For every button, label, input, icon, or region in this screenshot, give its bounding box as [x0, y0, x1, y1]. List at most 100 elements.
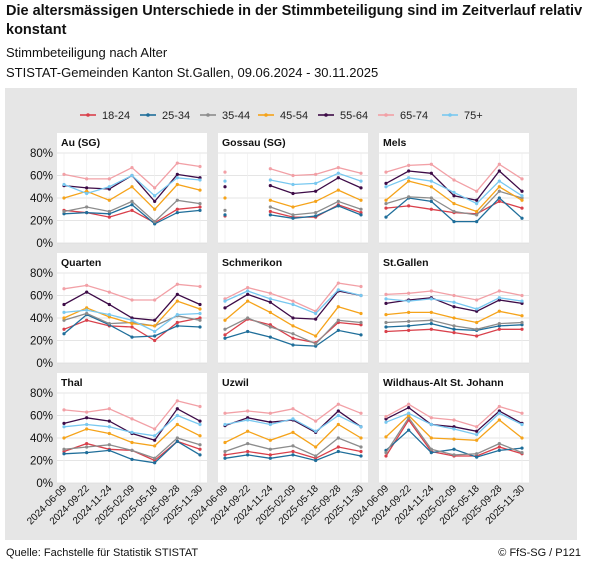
- series-55-64: [384, 169, 524, 202]
- series-45-54: [62, 422, 202, 448]
- series-line: [63, 300, 201, 327]
- series-line: [270, 189, 362, 208]
- panel-title: Mels: [383, 137, 407, 149]
- panel-title: Thal: [61, 377, 83, 389]
- chart-subtitle: Stimmbeteiligung nach Alter: [6, 45, 168, 60]
- data-point: [223, 179, 227, 183]
- legend-label-18-24: 18-24: [102, 110, 130, 122]
- series-35-44: [384, 189, 524, 217]
- series-line: [385, 322, 523, 332]
- series-line: [224, 450, 362, 462]
- series-25-34: [223, 449, 363, 463]
- series-75+: [384, 411, 524, 437]
- panel-6: St.Gallen: [379, 253, 529, 364]
- panel-7: Thal 0% 20% 40% 60% 80%: [30, 373, 207, 490]
- series-45-54: [223, 422, 363, 449]
- series-line: [385, 163, 523, 193]
- series-45-54: [384, 413, 524, 442]
- series-18-24: [223, 445, 363, 460]
- legend-label-35-44: 35-44: [222, 110, 250, 122]
- data-point: [223, 170, 227, 174]
- series-35-44: [384, 318, 524, 331]
- series-65-74: [384, 162, 524, 193]
- data-point: [223, 196, 227, 200]
- y-tick-label: 20%: [30, 336, 53, 348]
- series-65-74: [62, 282, 202, 302]
- data-point: [384, 313, 388, 317]
- series-line: [385, 310, 523, 324]
- series-18-24: [384, 327, 524, 338]
- y-tick-label: 20%: [30, 456, 53, 468]
- y-tick-label: 0%: [36, 238, 53, 250]
- series-line: [224, 414, 362, 433]
- series-line: [385, 319, 523, 330]
- copyright-note: © FfS-SG / P121: [498, 547, 581, 559]
- data-point: [198, 208, 202, 212]
- series-65-74: [62, 161, 202, 190]
- series-25-34: [223, 328, 363, 348]
- data-point: [62, 408, 66, 412]
- chart-title: Die altersmässigen Unterschiede in der S…: [6, 3, 583, 38]
- series-line: [224, 300, 362, 337]
- series-line: [63, 317, 201, 342]
- legend-marker-18-24: [86, 113, 90, 117]
- series-25-34: [384, 428, 524, 459]
- panel-title: Quarten: [61, 257, 101, 269]
- series-75+: [62, 413, 202, 438]
- legend-marker-25-34: [146, 113, 150, 117]
- legend-marker-65-74: [384, 113, 388, 117]
- series-line: [63, 400, 201, 430]
- series-75+: [223, 288, 363, 316]
- data-point: [223, 208, 227, 212]
- series-25-34: [384, 322, 524, 332]
- y-tick-label: 80%: [30, 148, 53, 160]
- panel-title: Schmerikon: [222, 257, 282, 269]
- panel-4: Quarten 0% 20% 40% 60% 80%: [30, 253, 207, 370]
- series-line: [224, 329, 362, 347]
- series-line: [385, 177, 523, 205]
- data-point: [520, 299, 524, 303]
- series-line: [224, 437, 362, 457]
- series-line: [63, 199, 201, 223]
- panel-title: Au (SG): [61, 137, 100, 149]
- series-line: [224, 446, 362, 459]
- series-line: [224, 423, 362, 448]
- series-line: [63, 283, 201, 301]
- series-line: [385, 416, 523, 456]
- series-line: [63, 291, 201, 321]
- series-line: [270, 177, 362, 195]
- legend-label-55-64: 55-64: [340, 110, 368, 122]
- series-75+: [384, 176, 524, 206]
- series-45-54: [223, 188, 363, 209]
- series-55-64: [223, 176, 363, 196]
- series-25-34: [62, 439, 202, 465]
- legend: 18-24 25-34 35-44 45-54 55-64 65-74 75+: [80, 110, 483, 122]
- series-line: [385, 414, 523, 441]
- series-75+: [384, 296, 524, 311]
- panel-8: Uzwil: [218, 373, 368, 484]
- source-note: Quelle: Fachstelle für Statistik STISTAT: [6, 547, 199, 559]
- series-line: [270, 205, 362, 219]
- series-line: [385, 290, 523, 301]
- series-35-44: [62, 436, 202, 460]
- legend-label-25-34: 25-34: [162, 110, 190, 122]
- series-line: [63, 423, 201, 447]
- y-tick-label: 80%: [30, 388, 53, 400]
- panel-1: Au (SG) 0% 20% 40% 60% 80%: [30, 133, 207, 250]
- y-tick-label: 40%: [30, 313, 53, 325]
- series-line: [385, 328, 522, 337]
- series-75+: [62, 308, 202, 334]
- y-tick-label: 0%: [36, 478, 53, 490]
- series-25-34: [62, 203, 202, 226]
- series-line: [63, 162, 201, 189]
- legend-label-45-54: 45-54: [280, 110, 308, 122]
- series-65-74: [384, 402, 524, 429]
- panel-title: Gossau (SG): [222, 137, 286, 149]
- series-65-74: [62, 399, 202, 431]
- series-35-44: [62, 198, 202, 224]
- series-line: [224, 403, 362, 422]
- series-75+: [62, 173, 202, 198]
- panel-title: Wildhaus-Alt St. Johann: [383, 377, 504, 389]
- data-point: [384, 206, 388, 210]
